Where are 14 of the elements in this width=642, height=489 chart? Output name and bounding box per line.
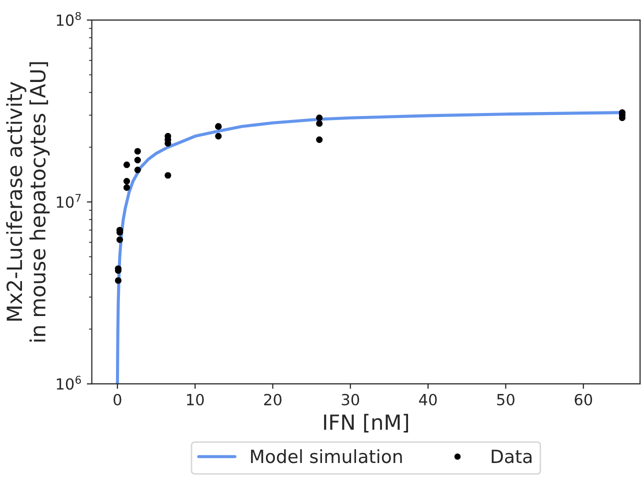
y-tick-label: 10$^{7}$ bbox=[56, 194, 81, 208]
x-tick-label: 50 bbox=[497, 394, 514, 406]
y-tick-label: 10$^{8}$ bbox=[56, 12, 81, 26]
legend-label: Model simulation bbox=[251, 449, 402, 464]
legend-label: Data bbox=[492, 450, 532, 464]
x-axis-title: IFN [nM] bbox=[324, 414, 408, 433]
x-tick-label: 40 bbox=[419, 394, 437, 406]
x-tick-label: 60 bbox=[574, 394, 592, 406]
y-axis-title: Mx2-Luciferase activity in mouse hepatocytes [AU] bbox=[6, 62, 50, 342]
x-tick-label: 10 bbox=[187, 394, 204, 406]
y-tick-label: 10$^{6}$ bbox=[56, 376, 81, 390]
x-tick-label: 20 bbox=[264, 394, 282, 406]
x-tick-label: 30 bbox=[342, 394, 360, 406]
x-tick-label: 0 bbox=[114, 394, 122, 406]
